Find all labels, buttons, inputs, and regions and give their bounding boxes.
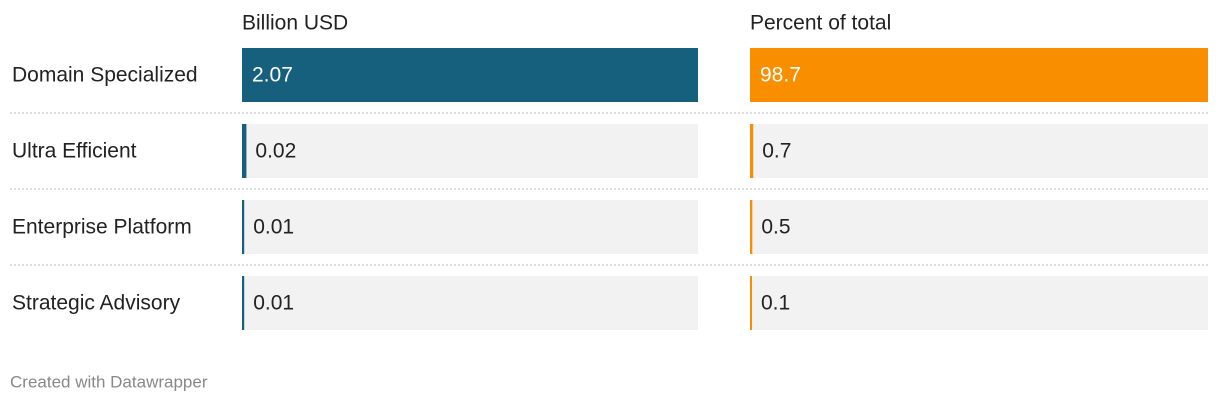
- value-label: 0.01: [253, 216, 294, 239]
- value-label: 98.7: [760, 64, 801, 87]
- category-label: Strategic Advisory: [12, 292, 181, 315]
- value-label: 0.1: [761, 292, 790, 315]
- bar: [242, 48, 698, 102]
- category-label: Domain Specialized: [12, 64, 198, 87]
- bar: [242, 200, 245, 254]
- bar-background: [750, 276, 1208, 330]
- category-label: Ultra Efficient: [12, 140, 137, 163]
- bar-background: [242, 124, 698, 178]
- value-label: 2.07: [252, 64, 293, 87]
- value-label: 0.01: [253, 292, 294, 315]
- value-label: 0.7: [762, 140, 791, 163]
- credit: Created with Datawrapper: [10, 372, 208, 391]
- bar: [750, 276, 752, 330]
- bar: [242, 124, 247, 178]
- value-label: 0.02: [255, 140, 296, 163]
- column-header: Billion USD: [242, 12, 348, 35]
- column-header: Percent of total: [750, 12, 891, 35]
- bar: [242, 276, 245, 330]
- bar-background: [242, 200, 698, 254]
- bar: [750, 200, 753, 254]
- value-label: 0.5: [761, 216, 790, 239]
- bar-background: [750, 200, 1208, 254]
- bar: [750, 48, 1208, 102]
- bar-background: [242, 276, 698, 330]
- bar-background: [750, 124, 1208, 178]
- category-label: Enterprise Platform: [12, 216, 192, 239]
- bar: [750, 124, 754, 178]
